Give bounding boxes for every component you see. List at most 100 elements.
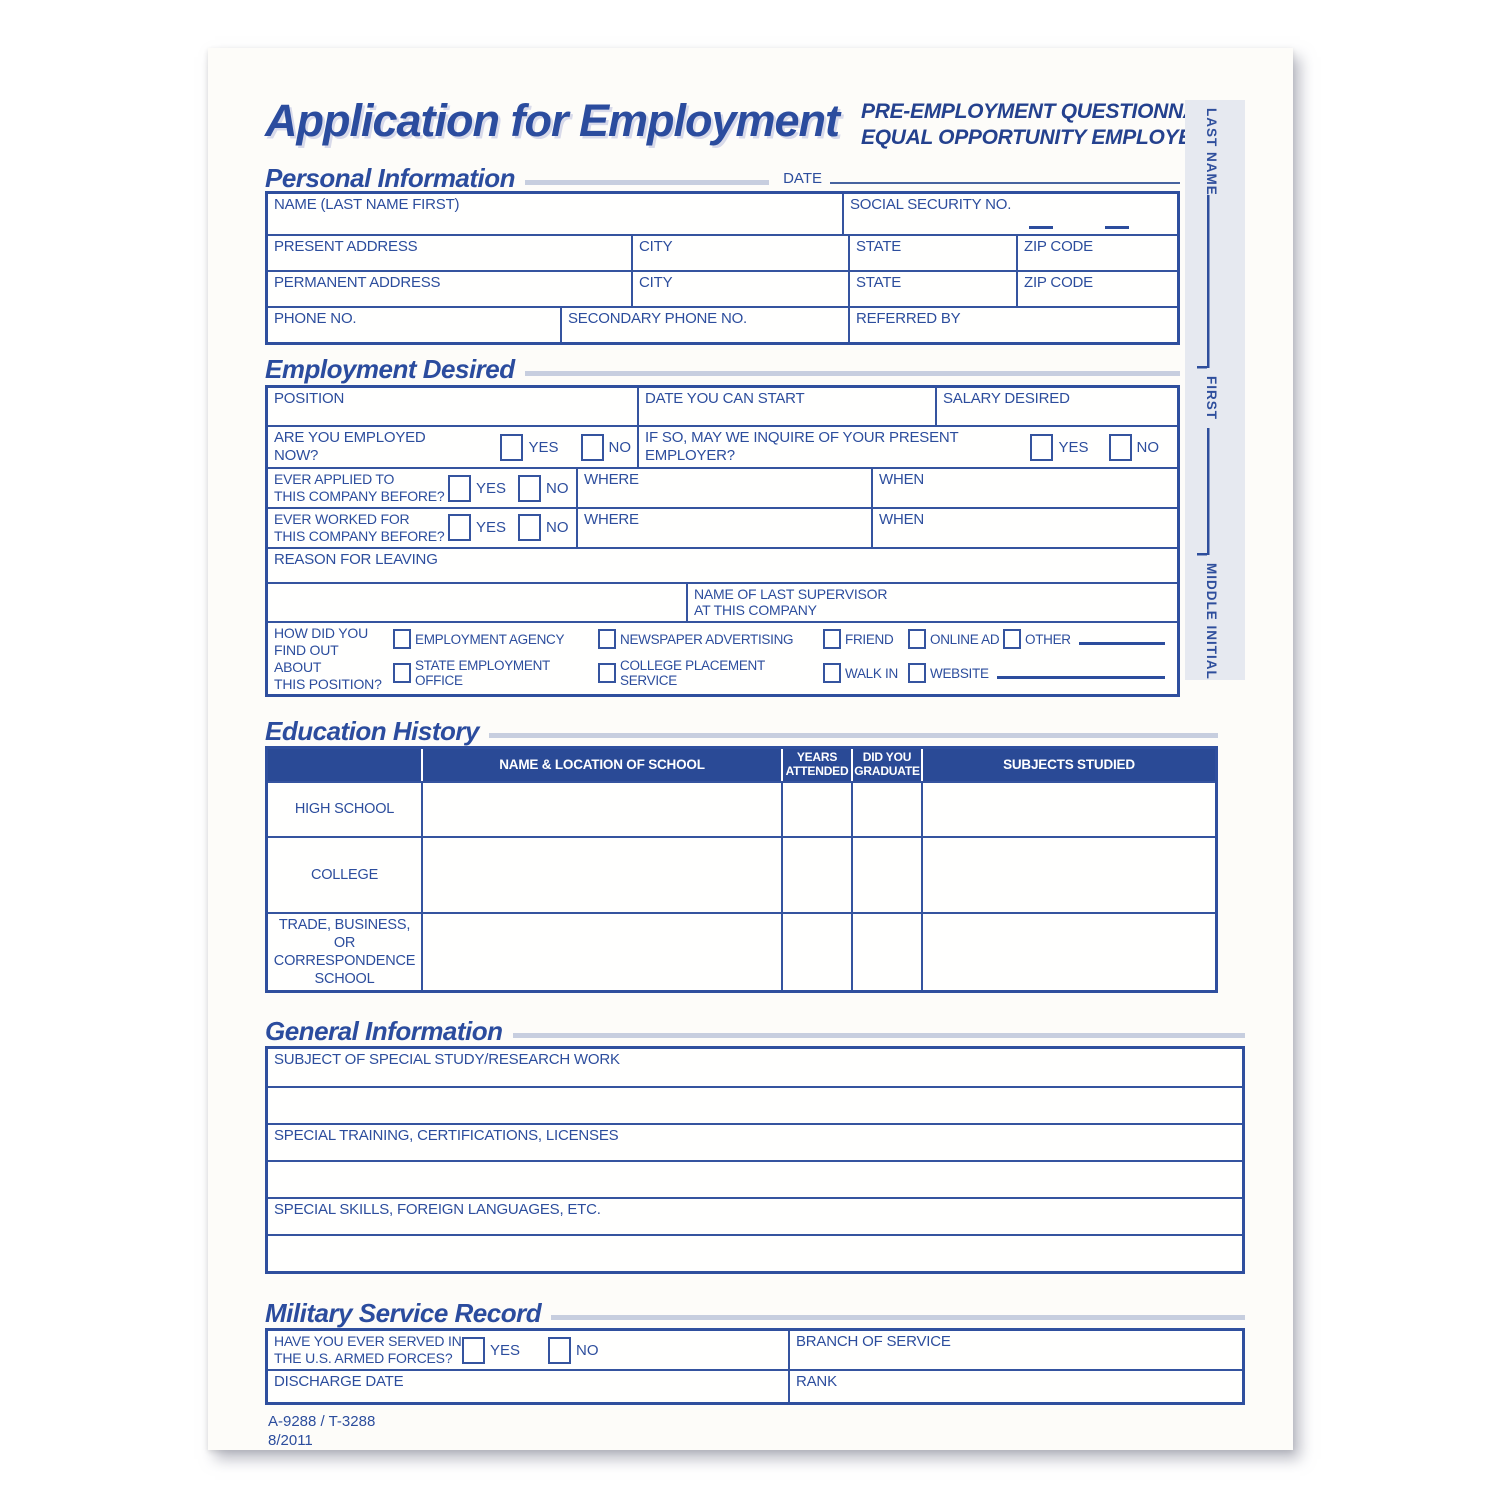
checkbox-worked-yes[interactable] [448,514,471,542]
discharge-date-label: DISCHARGE DATE [274,1373,404,1391]
field-trade-school[interactable] [421,913,781,991]
field-present-state[interactable]: STATE [848,236,1016,270]
table-row: ARE YOU EMPLOYED NOW? YES NO IF SO, MAY … [268,425,1177,467]
strip-middle-initial-label: MIDDLE INITIAL [1204,563,1219,680]
field-referred-by[interactable]: REFERRED BY [848,308,1177,342]
field-special-skills-extra[interactable] [268,1236,1242,1271]
field-special-training[interactable]: SPECIAL TRAINING, CERTIFICATIONS, LICENS… [274,1127,619,1145]
subtitle-line-2: EQUAL OPPORTUNITY EMPLOYER [861,125,1207,149]
field-trade-years[interactable] [781,913,851,991]
field-worked-where[interactable]: WHERE [576,509,871,547]
checkbox-served-yes[interactable] [462,1336,485,1364]
field-salary[interactable]: SALARY DESIRED [935,388,1177,425]
field-hs-subjects[interactable] [921,782,1215,836]
field-special-training-extra[interactable] [268,1162,1242,1197]
field-college-graduate[interactable] [851,837,921,912]
field-branch-of-service[interactable]: BRANCH OF SERVICE [788,1331,1242,1370]
field-last-name-line[interactable] [1207,195,1210,368]
field-blank[interactable] [268,584,686,622]
checkbox-college-placement-service[interactable] [598,663,616,684]
zip-label: ZIP CODE [1024,274,1093,291]
table-row: PHONE NO. SECONDARY PHONE NO. REFERRED B… [268,306,1177,342]
checkbox-employment-agency[interactable] [393,629,411,650]
field-hs-years[interactable] [781,782,851,836]
field-hs-graduate[interactable] [851,782,921,836]
field-present-address[interactable]: PRESENT ADDRESS [268,236,631,270]
city-label: CITY [639,274,673,291]
checkbox-online-ad[interactable] [908,629,926,650]
field-discharge-date[interactable]: DISCHARGE DATE [268,1371,788,1402]
field-secondary-phone[interactable]: SECONDARY PHONE NO. [560,308,848,342]
checkbox-newspaper-advertising[interactable] [598,629,616,650]
field-website-line[interactable] [996,676,1165,679]
field-permanent-zip[interactable]: ZIP CODE [1016,272,1177,306]
field-ever-worked: EVER WORKED FOR THIS COMPANY BEFORE? YES… [268,509,576,547]
checkbox-state-employment-office[interactable] [393,663,411,684]
table-row: SPECIAL TRAINING, CERTIFICATIONS, LICENS… [268,1123,1242,1160]
field-present-city[interactable]: CITY [631,236,848,270]
field-worked-when[interactable]: WHEN [871,509,1177,547]
education-header-graduate: DID YOU GRADUATE [851,749,921,781]
row-label-trade: TRADE, BUSINESS, OR CORRESPONDENCE SCHOO… [273,916,416,988]
checkbox-applied-yes[interactable] [448,474,471,502]
ssn-label: SOCIAL SECURITY NO. [850,196,1012,213]
table-row: HAVE YOU EVER SERVED IN THE U.S. ARMED F… [268,1331,1242,1370]
permanent-address-label: PERMANENT ADDRESS [274,274,441,291]
checkbox-served-no[interactable] [548,1336,572,1364]
heading-underline [512,1033,1245,1039]
field-present-zip[interactable]: ZIP CODE [1016,236,1177,270]
field-special-study-extra[interactable] [268,1088,1242,1123]
checkbox-website[interactable] [908,663,926,684]
education-history-table: NAME & LOCATION OF SCHOOL YEARS ATTENDED… [265,746,1218,994]
field-first-name-line[interactable] [1207,428,1210,555]
field-last-supervisor[interactable]: NAME OF LAST SUPERVISOR AT THIS COMPANY [686,583,1177,622]
no-label: NO [576,1341,599,1359]
field-college-school[interactable] [421,837,781,912]
education-header-subjects: SUBJECTS STUDIED [921,749,1215,781]
option-newspaper-advertising: NEWSPAPER ADVERTISING [598,629,823,650]
checkbox-walk-in[interactable] [823,663,841,684]
heading-underline [525,180,770,185]
field-permanent-address[interactable]: PERMANENT ADDRESS [268,272,631,306]
checkbox-inquire-yes[interactable] [1030,433,1054,461]
field-permanent-state[interactable]: STATE [848,272,1016,306]
field-date-line[interactable] [830,181,1180,184]
field-rank[interactable]: RANK [788,1371,1242,1403]
checkbox-other[interactable] [1003,629,1021,650]
option-website: WEBSITE [908,663,989,684]
checkbox-friend[interactable] [823,629,841,650]
checkbox-worked-no[interactable] [518,514,542,542]
field-special-study[interactable]: SUBJECT OF SPECIAL STUDY/RESEARCH WORK [274,1051,620,1069]
field-ssn[interactable]: SOCIAL SECURITY NO. [842,194,1177,234]
field-position[interactable]: POSITION [268,388,637,425]
field-applied-where[interactable]: WHERE [576,469,871,507]
checkbox-employed-yes[interactable] [500,433,524,461]
row-label-high-school: HIGH SCHOOL [294,801,395,818]
checkbox-applied-no[interactable] [518,474,542,502]
present-address-label: PRESENT ADDRESS [274,238,418,255]
field-college-subjects[interactable] [921,837,1215,912]
last-supervisor-label-2: AT THIS COMPANY [694,602,817,619]
field-special-skills[interactable]: SPECIAL SKILLS, FOREIGN LANGUAGES, ETC. [274,1201,601,1219]
field-applied-when[interactable]: WHEN [871,469,1177,507]
field-hs-school[interactable] [421,782,781,836]
field-college-years[interactable] [781,837,851,912]
field-phone[interactable]: PHONE NO. [268,308,560,342]
option-walk-in: WALK IN [823,663,908,684]
form-subtitle: PRE-EMPLOYMENT QUESTIONNAIRE EQUAL OPPOR… [861,99,1232,150]
name-strip-background [1185,100,1245,680]
field-permanent-city[interactable]: CITY [631,272,848,306]
field-reason-leaving[interactable]: REASON FOR LEAVING [268,549,1177,582]
field-trade-subjects[interactable] [921,913,1215,991]
strip-last-name-label: LAST NAME [1204,108,1219,196]
form-header: Application for Employment PRE-EMPLOYMEN… [265,93,1293,157]
field-trade-graduate[interactable] [851,913,921,991]
checkbox-inquire-no[interactable] [1108,433,1132,461]
field-date-start[interactable]: DATE YOU CAN START [637,388,935,425]
option-online-ad: ONLINE AD [908,629,1003,650]
field-name[interactable]: NAME (LAST NAME FIRST) [268,194,842,234]
field-other-line[interactable] [1078,642,1165,645]
military-service-table: HAVE YOU EVER SERVED IN THE U.S. ARMED F… [265,1328,1245,1406]
checkbox-employed-no[interactable] [580,433,604,461]
subtitle-line-1: PRE-EMPLOYMENT QUESTIONNAIRE [861,100,1232,123]
